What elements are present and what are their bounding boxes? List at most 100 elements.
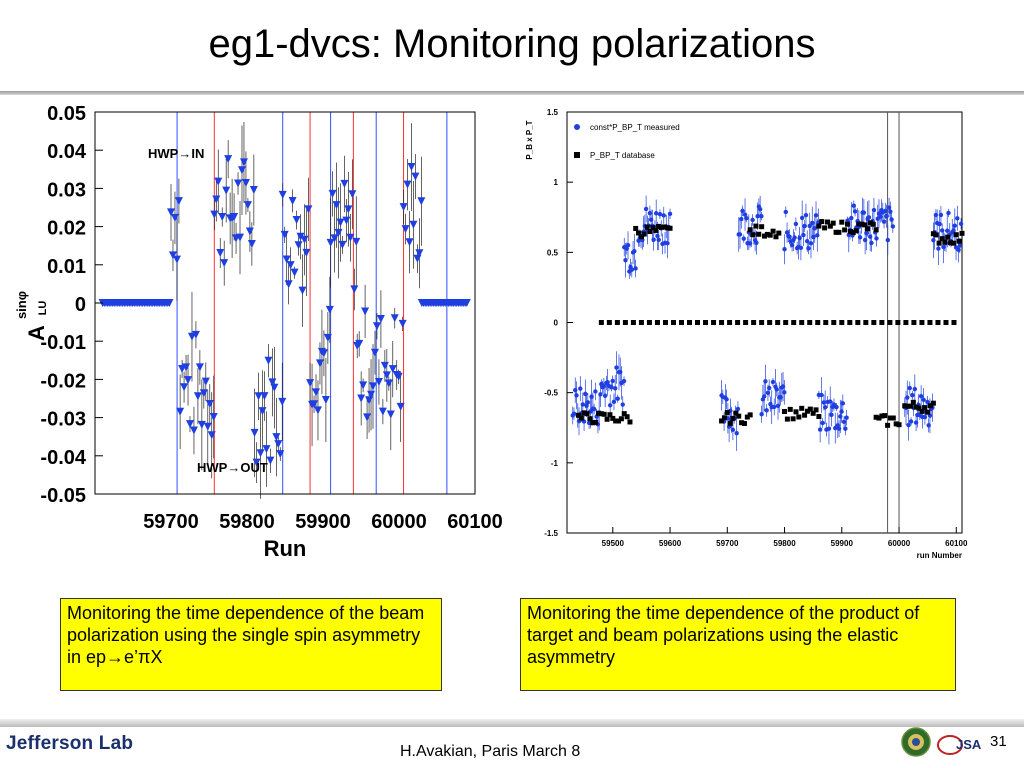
data-point-measured: [886, 205, 892, 210]
y-axis-label: A sinφ LU: [14, 291, 49, 341]
data-point-database: [584, 411, 590, 417]
y-tick-label: 0.01: [47, 256, 86, 278]
data-point-database: [790, 416, 796, 422]
data-point: [344, 205, 353, 214]
data-point-database: [859, 221, 865, 227]
data-point-database: [945, 234, 951, 240]
y-tick-labels: 1.5 1 0.5 0 -0.5 -1 -1.5: [544, 108, 573, 538]
data-point-measured: [787, 234, 792, 239]
data-point: [245, 227, 254, 236]
data-point: [288, 196, 297, 205]
data-point-database: [916, 405, 922, 411]
data-point: [199, 389, 208, 398]
data-point-measured: [840, 401, 846, 406]
y-tick-label: -1.5: [544, 529, 558, 538]
data-point-database: [871, 320, 877, 325]
x-tick-label: 59700: [716, 539, 739, 548]
data-point-measured: [951, 228, 956, 233]
data-point-measured: [741, 236, 746, 241]
data-point: [302, 248, 311, 257]
data-point: [197, 420, 206, 429]
annotation-hwp-out: HWP→OUT: [197, 460, 268, 475]
data-point-database: [882, 413, 888, 419]
data-point-measured: [632, 249, 637, 254]
y-tick-label: 0.02: [47, 218, 86, 240]
data-point-database: [791, 320, 797, 325]
data-point-database: [747, 227, 753, 233]
svg-text:A: A: [24, 325, 49, 341]
x-tick-label: 59800: [219, 511, 275, 533]
data-point-measured: [866, 215, 872, 220]
data-point-measured: [926, 423, 931, 428]
data-point-measured: [792, 235, 797, 240]
data-point: [180, 383, 189, 392]
data-point-measured: [806, 246, 811, 251]
data-point-measured: [957, 243, 963, 248]
data-point-measured: [918, 394, 924, 399]
data-point-database: [867, 220, 873, 226]
x-tick-label: 60000: [888, 539, 911, 548]
data-point: [319, 349, 328, 358]
data-point-database: [661, 224, 667, 230]
data-point-measured: [857, 235, 863, 240]
x-axis-label: Run: [264, 536, 307, 561]
y-tick-label: 0.5: [547, 248, 559, 257]
legend-marker-measured: [574, 124, 580, 130]
data-point-database: [621, 411, 627, 417]
data-point-database: [719, 418, 725, 424]
y-tick-label: 1: [554, 178, 559, 187]
data-point: [363, 413, 372, 422]
data-point-measured: [618, 369, 623, 375]
data-point-database: [654, 320, 660, 325]
data-point-measured: [763, 379, 768, 384]
x-tick-label: 59500: [602, 539, 625, 548]
data-point-database: [578, 415, 584, 421]
x-tick-label: 60000: [371, 511, 427, 533]
data-point-measured: [580, 402, 585, 407]
data-point-database: [823, 320, 829, 325]
data-point: [270, 383, 279, 392]
data-point-database: [633, 225, 639, 231]
data-point-measured: [811, 234, 816, 240]
data-point-database: [759, 224, 765, 230]
data-point-measured: [778, 395, 783, 400]
data-point: [304, 205, 313, 214]
data-point: [236, 233, 245, 242]
data-point-database: [644, 224, 650, 230]
data-point: [250, 428, 259, 437]
data-point-database: [739, 420, 745, 426]
data-point-database: [751, 320, 757, 325]
jsa-logo-icon: JSA: [937, 735, 982, 755]
data-point-measured: [871, 207, 877, 213]
data-point-measured: [888, 209, 893, 214]
data-point-measured: [735, 406, 741, 412]
data-point-database: [847, 229, 853, 235]
error-bars: [102, 121, 468, 499]
data-point-database: [721, 415, 727, 421]
data-point: [384, 379, 393, 388]
data-point-database: [870, 221, 876, 227]
data-point-database: [744, 414, 750, 420]
data-point-database: [862, 222, 868, 228]
title-divider: [0, 91, 1024, 95]
page-number: 31: [990, 733, 1007, 750]
data-point-measured: [803, 212, 809, 218]
data-point-measured: [574, 393, 579, 398]
y-tick-label: 1.5: [547, 108, 559, 117]
data-point: [247, 239, 256, 248]
data-point: [264, 356, 273, 365]
data-point-measured: [782, 390, 787, 395]
data-point-measured: [633, 266, 638, 271]
data-point-measured: [598, 392, 603, 397]
data-point-database: [887, 415, 893, 421]
data-point: [176, 407, 185, 416]
data-point-database: [678, 320, 684, 325]
data-point-database: [847, 320, 853, 325]
data-point-database: [587, 416, 593, 422]
data-point-database: [727, 420, 733, 426]
data-point: [348, 190, 357, 199]
data-point-database: [604, 416, 610, 422]
data-point-database: [770, 228, 776, 234]
data-point: [330, 234, 339, 243]
data-point-database: [953, 232, 959, 238]
